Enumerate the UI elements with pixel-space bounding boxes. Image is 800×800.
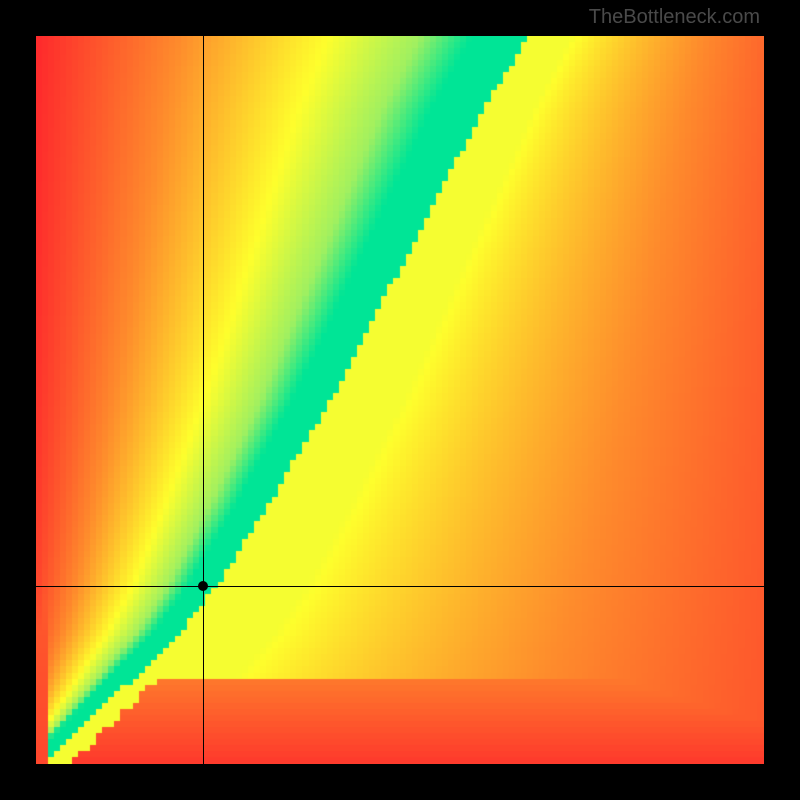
crosshair-horizontal <box>36 586 764 587</box>
watermark-text: TheBottleneck.com <box>589 6 760 29</box>
crosshair-vertical <box>203 36 204 764</box>
crosshair-marker <box>198 581 208 591</box>
heatmap-canvas <box>36 36 764 764</box>
plot-area <box>36 36 764 764</box>
